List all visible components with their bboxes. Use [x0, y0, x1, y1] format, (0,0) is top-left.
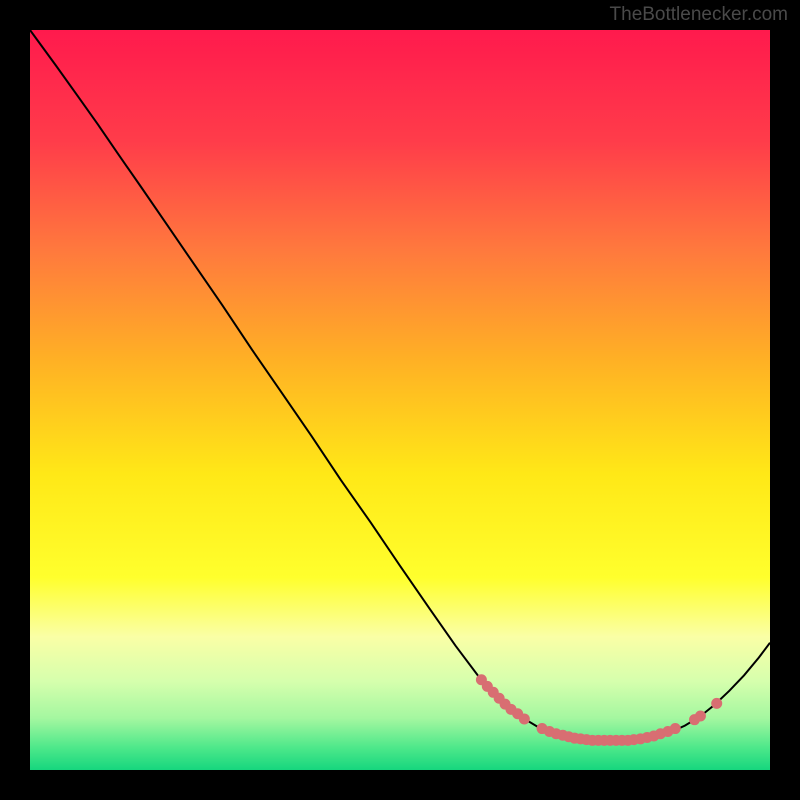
data-marker — [712, 698, 722, 708]
data-marker — [519, 714, 529, 724]
curve-line — [30, 30, 770, 740]
data-marker — [670, 724, 680, 734]
marker-group — [476, 675, 721, 746]
plot-area — [30, 30, 770, 770]
curve-layer — [30, 30, 770, 770]
data-marker — [695, 711, 705, 721]
watermark-label: TheBottlenecker.com — [610, 4, 788, 26]
